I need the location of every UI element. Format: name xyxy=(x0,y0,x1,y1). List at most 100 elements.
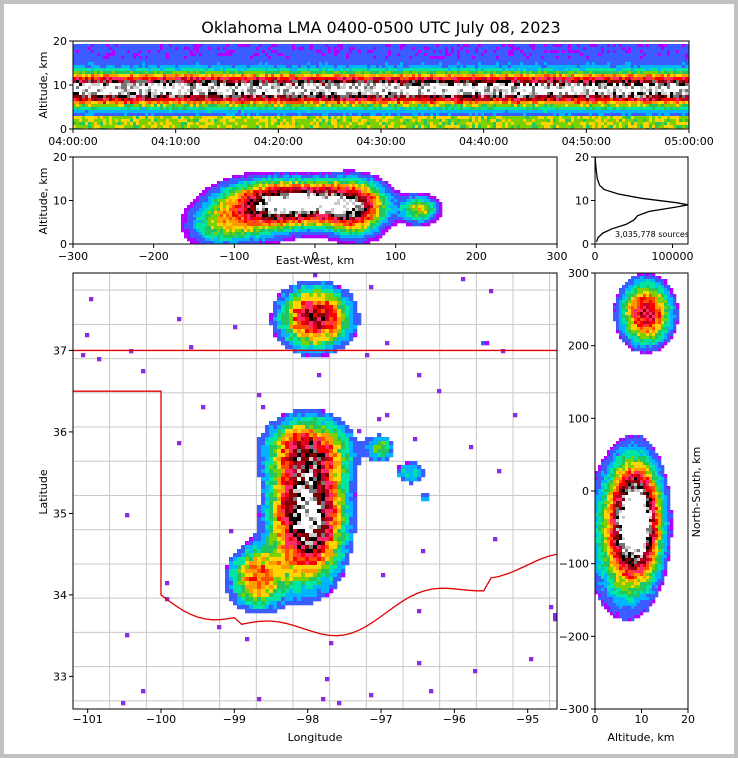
time-height-cell xyxy=(352,98,356,102)
time-height-cell xyxy=(331,65,335,69)
time-height-cell xyxy=(196,68,200,72)
time-height-cell xyxy=(430,65,434,69)
time-height-cell xyxy=(460,98,464,102)
time-height-cell xyxy=(541,86,545,90)
time-height-cell xyxy=(526,113,530,117)
time-height-cell xyxy=(607,92,611,96)
time-height-cell xyxy=(85,104,89,108)
time-height-cell xyxy=(568,101,572,105)
time-height-cell xyxy=(526,65,530,69)
time-height-cell xyxy=(469,89,473,93)
time-height-cell xyxy=(85,77,89,81)
time-height-cell xyxy=(301,110,305,114)
time-height-cell xyxy=(493,80,497,84)
time-height-cell xyxy=(247,44,251,48)
time-height-cell xyxy=(286,77,290,81)
time-height-cell xyxy=(379,95,383,99)
time-height-cell xyxy=(421,83,425,87)
time-height-cell xyxy=(652,80,656,84)
time-height-cell xyxy=(622,107,626,111)
time-height-cell xyxy=(229,110,233,114)
time-height-cell xyxy=(616,101,620,105)
time-height-cell xyxy=(340,95,344,99)
time-height-cell xyxy=(397,101,401,105)
time-height-cell xyxy=(91,95,95,99)
time-height-cell xyxy=(403,53,407,57)
time-height-cell xyxy=(571,89,575,93)
time-height-cell xyxy=(469,110,473,114)
time-height-cell xyxy=(304,71,308,75)
time-height-cell xyxy=(403,62,407,66)
time-height-cell xyxy=(580,95,584,99)
time-height-cell xyxy=(232,50,236,54)
time-height-cell xyxy=(451,71,455,75)
time-height-cell xyxy=(574,59,578,63)
time-height-cell xyxy=(640,89,644,93)
time-height-cell xyxy=(301,89,305,93)
time-height-cell xyxy=(466,50,470,54)
time-height-cell xyxy=(343,113,347,117)
time-height-cell xyxy=(496,74,500,78)
time-height-cell xyxy=(235,47,239,51)
time-height-cell xyxy=(607,113,611,117)
time-height-cell xyxy=(640,47,644,51)
time-height-cell xyxy=(640,62,644,66)
time-height-cell xyxy=(421,47,425,51)
time-height-cell xyxy=(406,110,410,114)
time-height-cell xyxy=(85,68,89,72)
time-height-cell xyxy=(409,80,413,84)
time-height-cell xyxy=(484,74,488,78)
time-height-cell xyxy=(283,59,287,63)
time-height-cell xyxy=(460,113,464,117)
time-height-cell xyxy=(259,62,263,66)
time-height-cell xyxy=(424,113,428,117)
time-height-cell xyxy=(202,44,206,48)
time-height-cell xyxy=(520,89,524,93)
time-height-cell xyxy=(370,86,374,90)
time-height-cell xyxy=(157,65,161,69)
time-height-cell xyxy=(316,47,320,51)
time-height-cell xyxy=(424,98,428,102)
time-height-cell xyxy=(181,74,185,78)
time-height-cell xyxy=(385,65,389,69)
time-height-cell xyxy=(445,71,449,75)
time-height-cell xyxy=(211,101,215,105)
time-height-cell xyxy=(655,89,659,93)
time-height-cell xyxy=(610,68,614,72)
time-height-cell xyxy=(481,80,485,84)
time-height-cell xyxy=(376,92,380,96)
time-height-cell xyxy=(253,59,257,63)
time-height-cell xyxy=(190,92,194,96)
time-height-cell xyxy=(508,44,512,48)
time-height-cell xyxy=(358,80,362,84)
time-height-cell xyxy=(187,101,191,105)
time-height-cell xyxy=(85,95,89,99)
time-height-cell xyxy=(238,113,242,117)
time-height-cell xyxy=(496,86,500,90)
time-height-cell xyxy=(544,89,548,93)
time-height-cell xyxy=(232,83,236,87)
time-height-cell xyxy=(181,92,185,96)
time-height-cell xyxy=(325,89,329,93)
time-height-cell xyxy=(196,104,200,108)
time-height-cell xyxy=(646,77,650,81)
time-height-cell xyxy=(118,56,122,60)
time-height-cell xyxy=(157,89,161,93)
time-height-cell xyxy=(490,113,494,117)
time-height-cell xyxy=(607,86,611,90)
time-height-cell xyxy=(238,92,242,96)
time-height-cell xyxy=(397,53,401,57)
time-height-cell xyxy=(328,92,332,96)
time-height-cell xyxy=(670,62,674,66)
time-height-cell xyxy=(613,62,617,66)
time-height-cell xyxy=(151,74,155,78)
time-height-cell xyxy=(94,71,98,75)
time-height-cell xyxy=(322,104,326,108)
time-height-cell xyxy=(430,95,434,99)
time-height-cell xyxy=(73,59,77,63)
time-height-cell xyxy=(580,59,584,63)
time-height-cell xyxy=(667,44,671,48)
time-height-cell xyxy=(421,62,425,66)
time-height-cell xyxy=(682,92,686,96)
time-height-cell xyxy=(535,95,539,99)
